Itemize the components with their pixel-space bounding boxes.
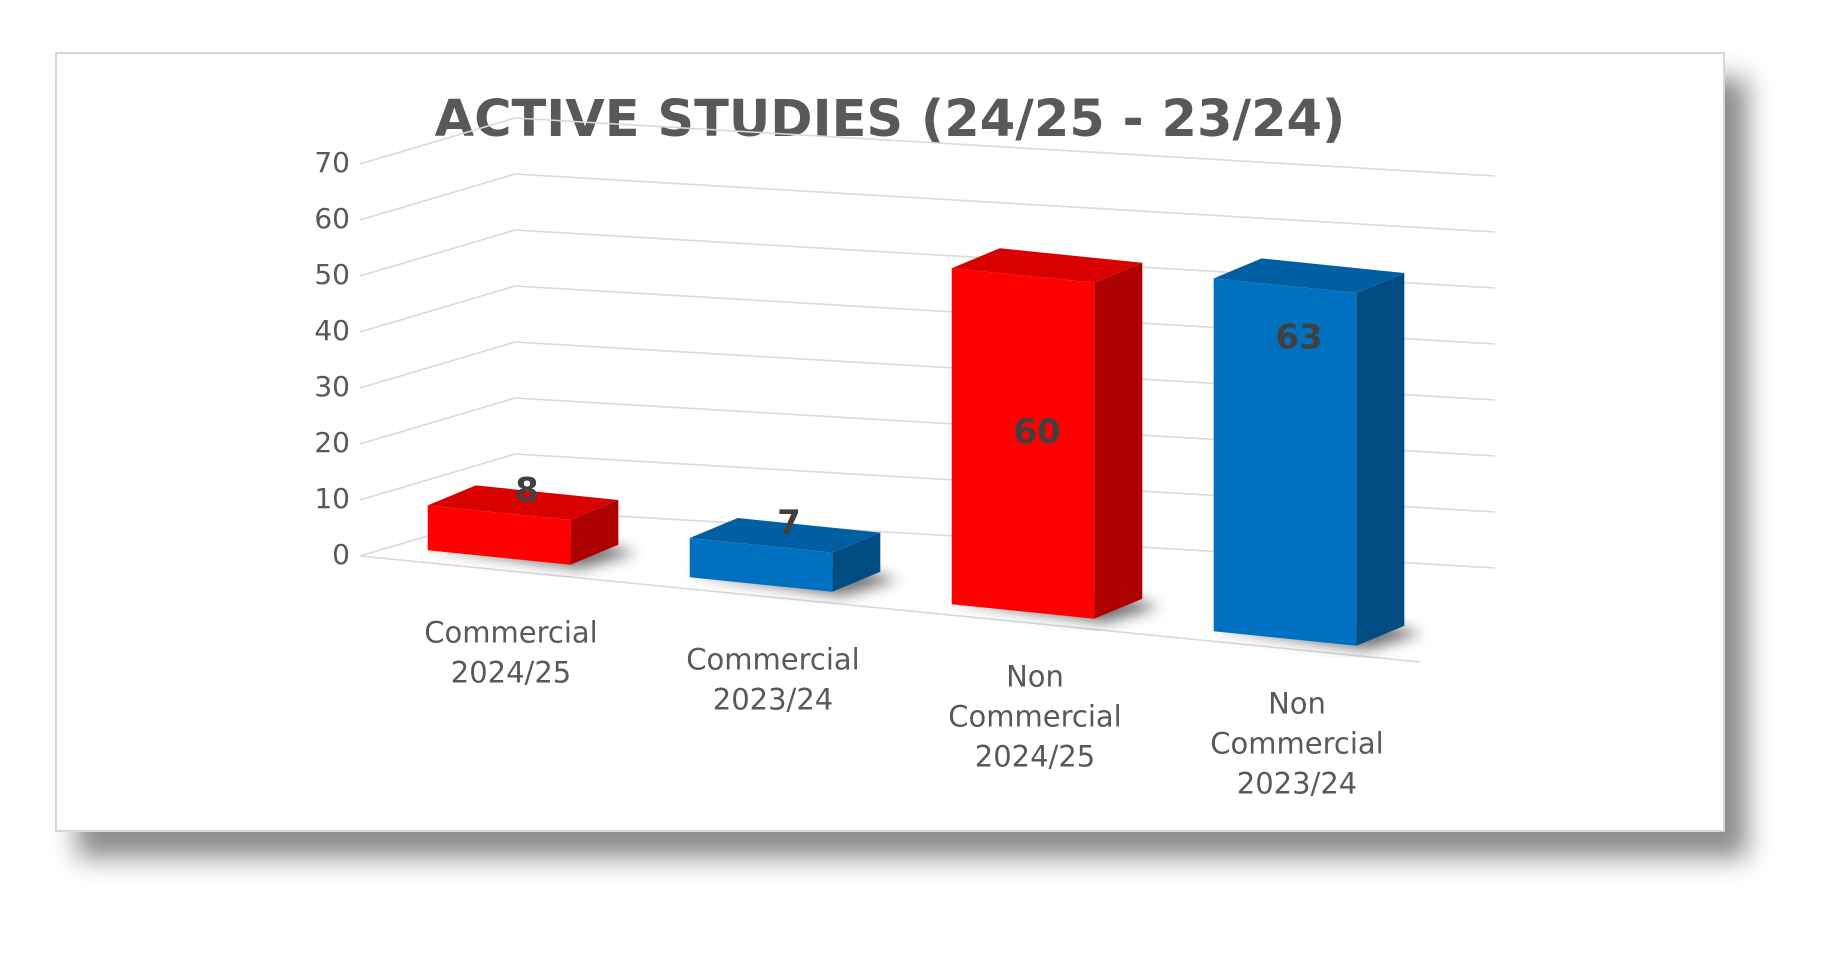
bar-1: 8 <box>423 470 637 569</box>
chart-title: ACTIVE STUDIES (24/25 - 23/24) <box>435 90 1346 149</box>
y-tick-label: 40 <box>314 314 350 347</box>
y-tick-label: 70 <box>314 146 350 179</box>
bar-top-face <box>689 518 881 553</box>
category-label: Commercial 2024/25 <box>424 616 597 690</box>
category-label: Non Commercial 2024/25 <box>948 660 1121 774</box>
bar-2: 7 <box>685 503 899 596</box>
chart-card <box>55 52 1725 832</box>
gridline <box>359 453 1496 513</box>
y-axis-ticks: 0 10 20 30 40 50 60 70 <box>314 146 350 571</box>
bar-front-face <box>427 505 571 565</box>
bar-top-face <box>1213 258 1405 293</box>
data-label: 63 <box>1275 317 1322 357</box>
bar-front-face <box>951 268 1095 619</box>
bar-side-face <box>1356 273 1405 646</box>
category-label: Non Commercial 2023/24 <box>1210 687 1383 801</box>
gridline <box>359 397 1496 457</box>
bar-side-face <box>832 532 881 592</box>
gridline <box>359 173 1496 233</box>
gridline <box>359 341 1496 401</box>
gridline <box>359 229 1496 289</box>
data-label: 8 <box>515 470 539 510</box>
y-tick-label: 20 <box>314 426 350 459</box>
y-tick-label: 50 <box>314 258 350 291</box>
y-tick-label: 0 <box>332 538 350 571</box>
bar-front-face <box>689 538 833 592</box>
gridline <box>359 117 1496 177</box>
bar-side-face <box>1094 262 1143 619</box>
bar-front-face <box>1213 278 1357 646</box>
data-label: 60 <box>1013 412 1060 452</box>
y-tick-label: 30 <box>314 370 350 403</box>
bar-top-face <box>951 248 1143 283</box>
floor-front-edge <box>359 555 1421 663</box>
category-labels: Commercial 2024/25 Commercial 2023/24 Non Com… <box>424 616 1383 801</box>
bar-top-face <box>427 485 619 520</box>
bars: 8 7 60 63 <box>423 248 1423 650</box>
bar-3: 60 <box>947 248 1161 623</box>
y-tick-label: 60 <box>314 202 350 235</box>
gridlines <box>359 117 1496 663</box>
bar-side-face <box>570 500 619 565</box>
gridline <box>359 285 1496 345</box>
category-label: Commercial 2023/24 <box>686 643 859 717</box>
y-tick-label: 10 <box>314 482 350 515</box>
data-label: 7 <box>777 503 801 543</box>
bar-4: 63 <box>1209 258 1423 650</box>
